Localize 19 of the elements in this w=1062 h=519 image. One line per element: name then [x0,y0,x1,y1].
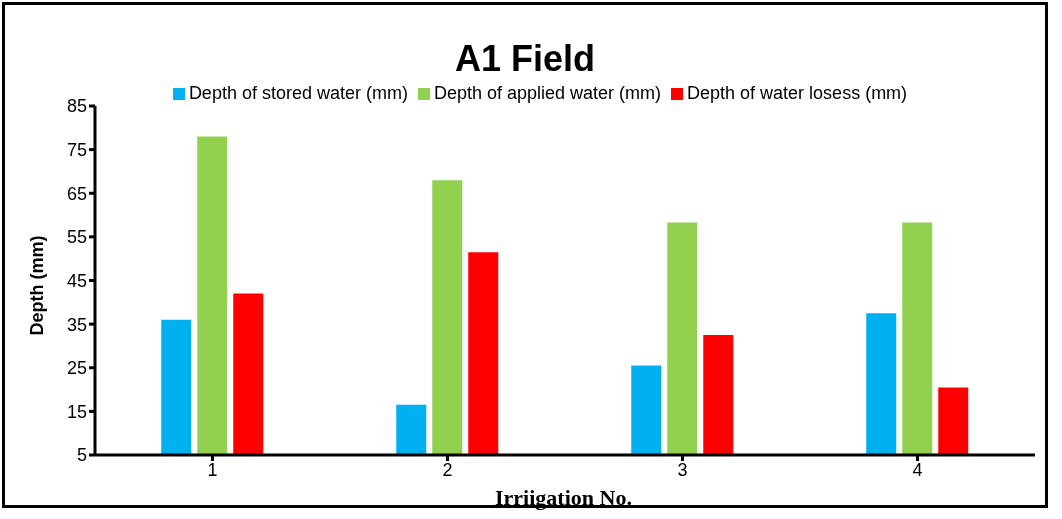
y-tick-label: 25 [66,358,87,379]
y-tick-label: 75 [66,140,87,161]
y-tick-label: 85 [66,96,87,117]
y-tick-label: 55 [66,227,87,248]
y-tick-label: 65 [66,183,87,204]
x-axis-title: Irriigation No. [495,485,632,511]
x-tick-label: 3 [677,459,688,480]
x-tick-label: 4 [912,459,923,480]
legend-label: Depth of applied water (mm) [433,83,662,103]
y-axis-title: Depth (mm) [26,235,48,335]
legend-label: Depth of water losess (mm) [687,83,908,103]
y-tick-label: 45 [66,270,87,291]
x-tick-label: 1 [207,459,218,480]
y-tick-label: 35 [66,314,87,335]
x-tick-label: 2 [442,459,453,480]
y-tick-label: 5 [76,445,87,466]
y-tick-label: 15 [66,401,87,422]
legend-label: Depth of stored water (mm) [188,83,408,103]
chart-title: A1 Field [454,38,596,79]
